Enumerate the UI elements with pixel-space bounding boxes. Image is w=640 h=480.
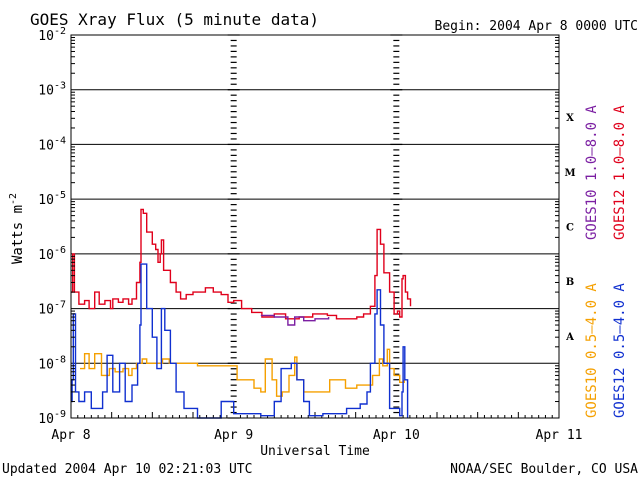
- legend: GOES10 1.0–8.0 A GOES12 1.0–8.0 A GOES10 0…: [584, 105, 628, 418]
- footer-updated: Updated 2004 Apr 10 02:21:03 UTC: [2, 462, 252, 477]
- series-line: [260, 314, 330, 326]
- legend-entry: GOES10 0.5–4.0 A: [584, 283, 600, 418]
- y-tick-label: 10-9: [38, 409, 66, 427]
- y-tick-exponent: -5: [54, 190, 66, 201]
- chart-title: GOES Xray Flux (5 minute data): [30, 10, 319, 29]
- begin-date: Begin: 2004 Apr 8 0000 UTC: [435, 19, 639, 34]
- y-tick-label: 10-6: [38, 245, 66, 263]
- series-lines: [71, 208, 412, 419]
- x-tick-label: Apr 9: [214, 428, 253, 443]
- series-line: [71, 208, 412, 320]
- x-tick-label: Apr 10: [373, 428, 420, 443]
- y-tick-base: 10: [38, 29, 54, 44]
- y-ticks: 10-210-310-410-510-610-710-810-9: [38, 26, 559, 427]
- flare-class-labels: X M C B A: [564, 113, 575, 343]
- y-tick-label: 10-7: [38, 300, 66, 318]
- y-tick-base: 10: [38, 248, 54, 263]
- y-tick-base: 10: [38, 193, 54, 208]
- y-tick-label: 10-4: [38, 135, 66, 153]
- y-axis-label-base: Watts m: [10, 205, 26, 264]
- y-tick-base: 10: [38, 303, 54, 318]
- flare-class-label: C: [566, 223, 574, 234]
- flare-class-label: A: [565, 332, 574, 343]
- y-tick-base: 10: [38, 412, 54, 427]
- x-axis-label: Universal Time: [260, 444, 370, 459]
- flare-class-label: M: [564, 168, 575, 179]
- x-ticks: Apr 8 Apr 9 Apr 10 Apr 11: [51, 34, 583, 443]
- series-line: [71, 263, 409, 419]
- y-tick-base: 10: [38, 138, 54, 153]
- y-tick-exponent: -6: [54, 245, 66, 256]
- y-axis-label: Watts m-2: [8, 193, 26, 264]
- plot-frame: [70, 34, 560, 419]
- y-tick-label: 10-3: [38, 81, 66, 99]
- series-line: [80, 348, 405, 397]
- y-tick-label: 10-2: [38, 26, 66, 44]
- y-tick-exponent: -4: [54, 135, 66, 146]
- y-tick-exponent: -7: [54, 300, 66, 311]
- y-tick-label: 10-8: [38, 354, 66, 372]
- y-tick-exponent: -2: [54, 26, 66, 37]
- y-tick-label: 10-5: [38, 190, 66, 208]
- legend-entry: GOES10 1.0–8.0 A: [584, 105, 600, 240]
- footer-credit: NOAA/SEC Boulder, CO USA: [450, 462, 638, 477]
- x-tick-label: Apr 8: [51, 428, 90, 443]
- y-tick-base: 10: [38, 357, 54, 372]
- grid-lines: [71, 89, 559, 364]
- flare-class-label: X: [566, 113, 574, 124]
- y-tick-exponent: -9: [54, 409, 66, 420]
- flare-class-label: B: [566, 277, 574, 288]
- legend-entry: GOES12 1.0–8.0 A: [612, 105, 628, 240]
- y-tick-exponent: -8: [54, 354, 66, 365]
- x-tick-label: Apr 11: [536, 428, 583, 443]
- y-axis-label-exponent: -2: [8, 193, 19, 205]
- y-tick-exponent: -3: [54, 81, 66, 92]
- y-tick-base: 10: [38, 84, 54, 99]
- legend-entry: GOES12 0.5–4.0 A: [612, 283, 628, 418]
